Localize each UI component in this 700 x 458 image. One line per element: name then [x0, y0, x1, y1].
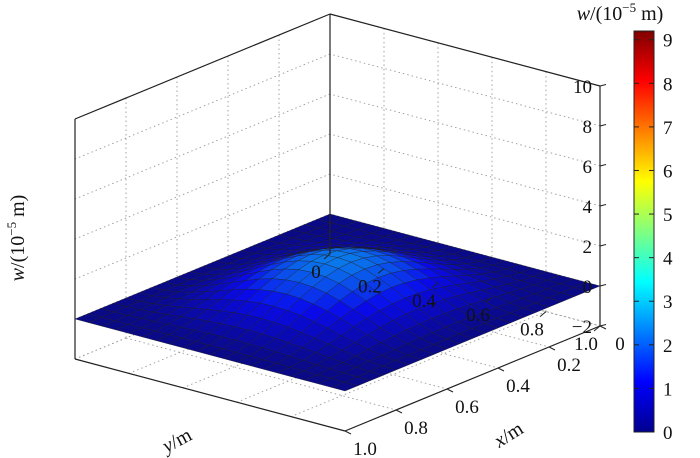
colorbar-tick-label: 4 [663, 249, 673, 270]
colorbar-label: w/(10−5 m) [577, 0, 664, 25]
z-axis-label: w/(10−5 m) [4, 195, 29, 282]
y-tick [431, 282, 439, 289]
gridline-z [329, 93, 601, 167]
x-tick [599, 325, 607, 330]
x-tick [344, 430, 352, 435]
y-tick-label: 0.8 [520, 320, 544, 341]
box-edge [74, 13, 331, 120]
gridline-z [74, 93, 331, 200]
y-tick [323, 253, 331, 260]
gridline-z [74, 173, 331, 280]
y-tick-label: 0.4 [412, 291, 436, 312]
z-tick-label: 10 [573, 77, 592, 98]
x-tick-label: 0.2 [557, 355, 581, 376]
colorbar-tick-label: 8 [663, 74, 673, 95]
z-tick-label: −2 [572, 317, 592, 338]
z-tick-label: 4 [583, 197, 593, 218]
x-tick [548, 346, 556, 351]
surface-patch [330, 381, 359, 392]
y-axis-line [344, 325, 601, 432]
z-tick [599, 244, 607, 247]
z-tick-label: 6 [583, 157, 593, 178]
x-tick-label: 0.8 [404, 418, 428, 439]
x-axis-label: x/m [489, 417, 527, 452]
colorbar-tick-label: 2 [663, 336, 673, 357]
gridline-floor [125, 337, 397, 411]
gridline-z [329, 173, 601, 247]
x-tick-label: 0 [615, 334, 625, 355]
y-tick-label: 1.0 [574, 334, 598, 355]
colorbar-gradient [633, 30, 655, 433]
z-tick [599, 164, 607, 167]
colorbar-tick-label: 3 [663, 292, 673, 313]
y-tick [485, 296, 493, 303]
colorbar-ticks: 0 1 2 3 4 5 6 7 8 9 [634, 31, 673, 444]
gridline-z [74, 53, 331, 160]
z-tick [599, 324, 607, 327]
gridline-z [74, 133, 331, 240]
colorbar-tick-label: 6 [663, 161, 673, 182]
colorbar-tick-label: 7 [663, 118, 673, 139]
gridline-z [329, 133, 601, 207]
z-tick [599, 204, 607, 207]
x-tick [497, 367, 505, 372]
y-tick [539, 311, 547, 317]
gridline-floor [290, 311, 547, 418]
x-tick-label: 0.4 [506, 376, 530, 397]
colorbar-tick-label: 1 [663, 379, 673, 400]
y-tick-label: 0.6 [466, 305, 490, 326]
z-tick-label: 8 [583, 117, 593, 138]
x-tick [395, 409, 403, 414]
colorbar-tick-label: 5 [663, 205, 673, 226]
z-tick-label: 0 [583, 277, 593, 298]
z-tick [599, 84, 607, 87]
z-tick [599, 284, 607, 287]
x-tick-label: 0.6 [455, 397, 479, 418]
y-tick-label: 0 [311, 262, 321, 283]
surface-mesh [74, 213, 601, 392]
z-tick [599, 124, 607, 127]
tick-labels: −2 0 2 4 6 8 10 0 0.2 0.4 0.6 0.8 1.0 0 0.2 0.4 0.6 0.8 1.… [311, 77, 625, 458]
gridline-z [329, 53, 601, 127]
colorbar: 0 1 2 3 4 5 6 7 8 9 w/(10−5 m) [577, 0, 673, 444]
x-axis-line [74, 358, 346, 432]
colorbar-tick-label: 9 [663, 31, 673, 52]
y-tick [593, 325, 601, 332]
box-edge [329, 13, 601, 87]
y-tick [377, 268, 385, 274]
y-axis-label: y/m [157, 424, 196, 458]
x-tick-label: 1.0 [353, 439, 377, 458]
y-tick-label: 0.2 [358, 276, 382, 297]
z-tick-label: 2 [583, 237, 593, 258]
x-tick [446, 388, 454, 393]
colorbar-tick-label: 0 [663, 423, 673, 444]
